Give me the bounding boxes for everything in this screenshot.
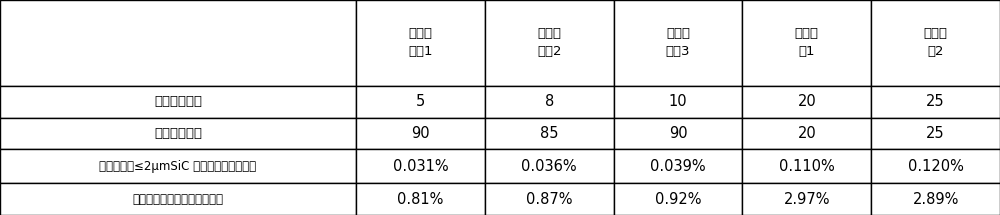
Text: 0.039%: 0.039%	[650, 159, 706, 174]
Bar	[614, 118, 742, 149]
Text: 二级离心温度: 二级离心温度	[154, 127, 202, 140]
Bar	[614, 86, 742, 118]
Bar	[0, 149, 356, 183]
Bar	[485, 118, 614, 149]
Text: 一级离心温度: 一级离心温度	[154, 95, 202, 108]
Bar	[614, 0, 742, 86]
Text: 90: 90	[411, 126, 430, 141]
Text: 0.120%: 0.120%	[908, 159, 964, 174]
Bar	[742, 183, 871, 215]
Bar	[485, 0, 614, 86]
Text: 现有技
术2: 现有技 术2	[924, 28, 948, 58]
Bar	[0, 183, 356, 215]
Bar	[485, 86, 614, 118]
Text: 90: 90	[669, 126, 687, 141]
Bar	[871, 149, 1000, 183]
Text: 20: 20	[797, 94, 816, 109]
Bar	[614, 183, 742, 215]
Bar	[356, 118, 485, 149]
Bar	[356, 86, 485, 118]
Text: 回收砂浆中≤2μmSiC 微粉含量（质量比）: 回收砂浆中≤2μmSiC 微粉含量（质量比）	[99, 160, 257, 173]
Text: 8: 8	[545, 94, 554, 109]
Text: 2.89%: 2.89%	[912, 192, 959, 207]
Text: 0.036%: 0.036%	[521, 159, 577, 174]
Text: 0.031%: 0.031%	[393, 159, 448, 174]
Text: 85: 85	[540, 126, 558, 141]
Text: 2.97%: 2.97%	[784, 192, 830, 207]
Bar	[742, 149, 871, 183]
Text: 25: 25	[926, 94, 945, 109]
Bar	[871, 118, 1000, 149]
Bar	[0, 86, 356, 118]
Bar	[614, 149, 742, 183]
Bar	[485, 183, 614, 215]
Text: 本发明
技术3: 本发明 技术3	[666, 28, 690, 58]
Bar	[871, 86, 1000, 118]
Text: 10: 10	[669, 94, 687, 109]
Bar	[485, 149, 614, 183]
Text: 0.81%: 0.81%	[397, 192, 444, 207]
Bar	[742, 86, 871, 118]
Text: 回收砂浆硅粉含量（质量比）: 回收砂浆硅粉含量（质量比）	[132, 193, 224, 206]
Text: 本发明
技术1: 本发明 技术1	[408, 28, 433, 58]
Text: 0.92%: 0.92%	[655, 192, 701, 207]
Text: 25: 25	[926, 126, 945, 141]
Bar	[356, 0, 485, 86]
Bar	[742, 118, 871, 149]
Text: 现有技
术1: 现有技 术1	[795, 28, 819, 58]
Bar	[871, 0, 1000, 86]
Text: 0.87%: 0.87%	[526, 192, 572, 207]
Bar	[871, 183, 1000, 215]
Text: 本发明
技术2: 本发明 技术2	[537, 28, 561, 58]
Text: 20: 20	[797, 126, 816, 141]
Bar	[356, 183, 485, 215]
Bar	[0, 0, 356, 86]
Bar	[356, 149, 485, 183]
Bar	[742, 0, 871, 86]
Text: 0.110%: 0.110%	[779, 159, 835, 174]
Text: 5: 5	[416, 94, 425, 109]
Bar	[0, 118, 356, 149]
